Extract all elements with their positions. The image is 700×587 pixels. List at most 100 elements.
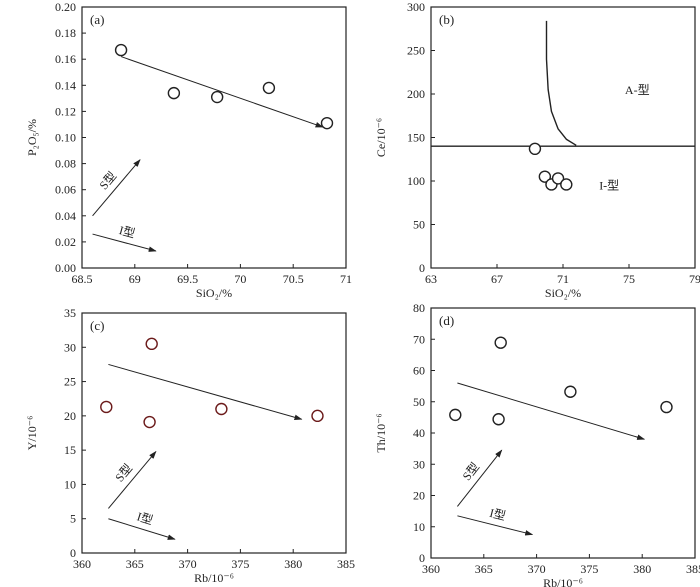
x-tick-label: 380 (284, 557, 302, 571)
y-axis-label: Y/10⁻⁶ (25, 416, 39, 451)
data-point (551, 172, 565, 185)
y-tick-label: 0.16 (55, 52, 76, 66)
y-tick-label: 0.00 (55, 261, 76, 275)
x-tick-label: 360 (422, 562, 440, 576)
x-tick-label: 70.5 (283, 272, 304, 286)
trend-arrow (457, 449, 503, 507)
y-tick-label: 0.08 (55, 157, 76, 171)
x-tick-label: 70 (234, 272, 246, 286)
x-tick-label: 63 (425, 272, 437, 286)
chart-panel-4: 360 365 370 375 380 385 0 10 20 30 40 50 60 70 80 Rb/10… (374, 301, 700, 587)
chart-panel-3: 360 365 370 375 380 385 0 5 10 15 20 25 30 35 Rb/10⁻⁶ Y… (25, 306, 355, 585)
data-point (560, 178, 573, 191)
y-tick-label: 60 (413, 364, 425, 378)
y-axis-label: Th/10⁻⁶ (374, 413, 388, 452)
x-tick-label: 69.5 (177, 272, 198, 286)
x-tick-label: 69 (129, 272, 141, 286)
data-point (215, 402, 228, 416)
panel-label: (b) (439, 12, 454, 27)
y-tick-label: 20 (64, 409, 76, 423)
y-tick-label: 250 (407, 44, 425, 58)
trend-arrow (457, 515, 534, 536)
boundary-curve (545, 20, 577, 146)
region-label: I-型 (599, 179, 619, 193)
x-axis-label: SiO₂/% (545, 286, 581, 300)
data-point (100, 400, 113, 414)
data-point (114, 43, 128, 57)
data-point (262, 81, 276, 95)
x-tick-label: 75 (623, 272, 635, 286)
y-tick-label: 150 (407, 131, 425, 145)
data-point (492, 413, 505, 426)
x-tick-label: 385 (686, 562, 700, 576)
data-point (143, 415, 156, 429)
x-tick-label: 370 (528, 562, 546, 576)
y-tick-label: 50 (413, 395, 425, 409)
y-tick-label: 25 (64, 375, 76, 389)
y-tick-label: 30 (413, 457, 425, 471)
x-axis-label: SiO₂/% (196, 286, 232, 300)
plot-frame (430, 307, 696, 559)
x-tick-label: 67 (491, 272, 503, 286)
panel-label: (c) (90, 318, 104, 333)
data-point (564, 385, 577, 398)
chart-panel-1: 68.5 69 69.5 70 70.5 71 0.00 0.02 0.04 0.06 0.08 0.… (25, 0, 352, 300)
x-tick-label: 365 (126, 557, 144, 571)
plot-frame (430, 6, 696, 269)
x-tick-label: 360 (73, 557, 91, 571)
data-point (494, 336, 507, 349)
x-tick-label: 375 (580, 562, 598, 576)
arrow-label: I型 (135, 509, 154, 527)
data-point (528, 142, 542, 156)
x-tick-label: 370 (179, 557, 197, 571)
data-point (449, 408, 462, 422)
y-tick-label: 30 (64, 340, 76, 354)
y-axis-label: Ce/10⁻⁶ (374, 118, 388, 157)
arrow-label: I型 (488, 506, 507, 523)
trend-arrow (92, 159, 141, 217)
y-tick-label: 300 (407, 0, 425, 14)
y-tick-label: 5 (70, 512, 76, 526)
trend-arrow (108, 363, 303, 421)
x-tick-label: 385 (337, 557, 355, 571)
data-point (145, 337, 158, 351)
y-tick-label: 10 (413, 520, 425, 534)
y-tick-label: 80 (413, 301, 425, 315)
y-axis-label: P₂O₅/% (25, 119, 39, 156)
arrow-label: I型 (118, 223, 137, 241)
panel-label: (a) (90, 12, 104, 27)
x-tick-label: 380 (633, 562, 651, 576)
x-axis-label: Rb/10⁻⁶ (194, 571, 234, 585)
y-tick-label: 0.06 (55, 183, 76, 197)
y-tick-label: 0 (419, 261, 425, 275)
y-tick-label: 15 (64, 443, 76, 457)
region-label: A-型 (625, 83, 650, 97)
trend-arrow (457, 382, 646, 440)
y-tick-label: 70 (413, 332, 425, 346)
trend-arrow (120, 56, 324, 128)
y-tick-label: 10 (64, 477, 76, 491)
trend-arrow (92, 233, 157, 252)
y-tick-label: 0.10 (55, 131, 76, 145)
y-tick-label: 200 (407, 87, 425, 101)
x-tick-label: 79 (689, 272, 700, 286)
trend-arrow (108, 518, 176, 540)
x-axis-label: Rb/10⁻⁶ (543, 576, 583, 587)
y-tick-label: 0.14 (55, 78, 76, 92)
y-tick-label: 20 (413, 489, 425, 503)
x-tick-label: 68.5 (72, 272, 93, 286)
y-tick-label: 0.02 (55, 235, 76, 249)
y-tick-label: 35 (64, 306, 76, 320)
plot-frame (81, 312, 347, 554)
x-tick-label: 365 (475, 562, 493, 576)
y-tick-label: 0.04 (55, 209, 76, 223)
y-tick-label: 0 (70, 546, 76, 560)
data-point (320, 116, 334, 130)
trend-arrow (108, 450, 157, 509)
data-point (311, 409, 324, 423)
y-tick-label: 0.18 (55, 26, 76, 40)
y-tick-label: 0.12 (55, 104, 76, 118)
chart-panel-2: 63 67 71 75 79 0 50 100 150 200 250 300 SiO₂/% Ce/10⁻… (374, 0, 700, 300)
data-point (538, 170, 552, 183)
